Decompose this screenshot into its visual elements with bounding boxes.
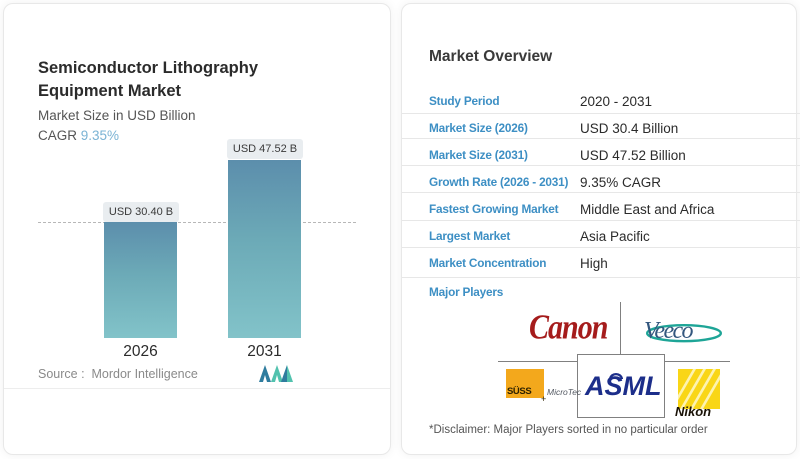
svg-text:Veeco: Veeco <box>644 318 694 344</box>
